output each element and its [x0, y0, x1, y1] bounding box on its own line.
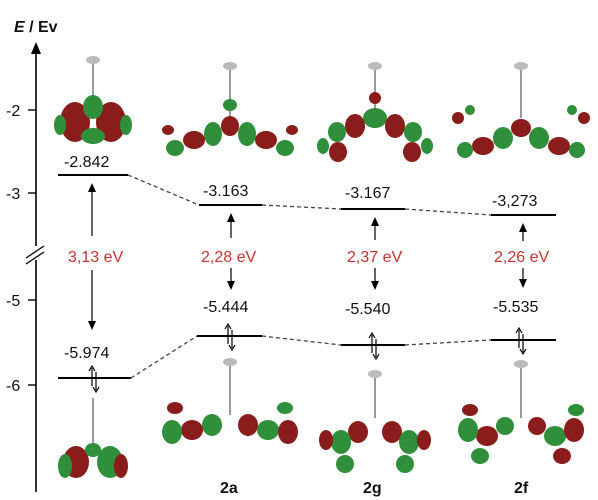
tick-label-minus-2: -2 — [6, 103, 20, 120]
homo-orbital-icon — [458, 360, 584, 464]
compound-label: 2g — [363, 480, 382, 497]
lumo-orbital-icon — [162, 62, 298, 156]
electron-pair-arrows-icon — [224, 322, 236, 352]
band-gap-label: 2,26 eV — [494, 249, 549, 266]
lumo-energy-label: -3.167 — [345, 185, 390, 202]
band-gap-label: 2,28 eV — [201, 249, 256, 266]
homo-orbital-icon — [319, 370, 431, 473]
tick-label-minus-6: -6 — [6, 378, 20, 395]
energy-axis: E / Ev -2 -3 -5 -6 — [6, 19, 58, 492]
level-connectors — [127, 174, 492, 379]
electron-pair-arrows-icon — [88, 364, 100, 394]
lumo-orbital-icon — [317, 62, 433, 162]
tick-label-minus-3: -3 — [6, 186, 20, 203]
column-2g: -3.167 2,37 eV -5.540 2g — [317, 62, 433, 497]
lumo-energy-label: -2.842 — [64, 154, 109, 171]
lumo-energy-label: -3,273 — [492, 193, 537, 210]
lumo-energy-label: -3.163 — [203, 183, 248, 200]
electron-pair-arrows-icon — [368, 331, 380, 361]
axis-title: E / Ev — [14, 19, 58, 36]
homo-orbital-icon — [162, 358, 298, 444]
homo-energy-label: -5.540 — [345, 301, 390, 318]
compound-label: 2a — [220, 480, 238, 497]
homo-energy-label: -5.535 — [493, 299, 538, 316]
column-2f: -3,273 2,26 eV -5.535 2f — [452, 62, 590, 497]
column-reference: -2.842 3,13 eV -5.974 — [54, 56, 132, 478]
axis-break-icon — [25, 245, 46, 265]
homo-energy-label: -5.444 — [203, 299, 248, 316]
electron-pair-arrows-icon — [515, 326, 527, 356]
tick-label-minus-5: -5 — [6, 293, 20, 310]
lumo-orbital-icon — [54, 56, 132, 144]
compound-label: 2f — [514, 480, 529, 497]
homo-energy-label: -5.974 — [64, 345, 109, 362]
lumo-orbital-icon — [452, 62, 590, 158]
column-2a: -3.163 2,28 eV -5.444 2a — [162, 62, 298, 497]
band-gap-label: 3,13 eV — [68, 249, 123, 266]
homo-orbital-icon — [58, 398, 128, 478]
band-gap-label: 2,37 eV — [347, 249, 402, 266]
